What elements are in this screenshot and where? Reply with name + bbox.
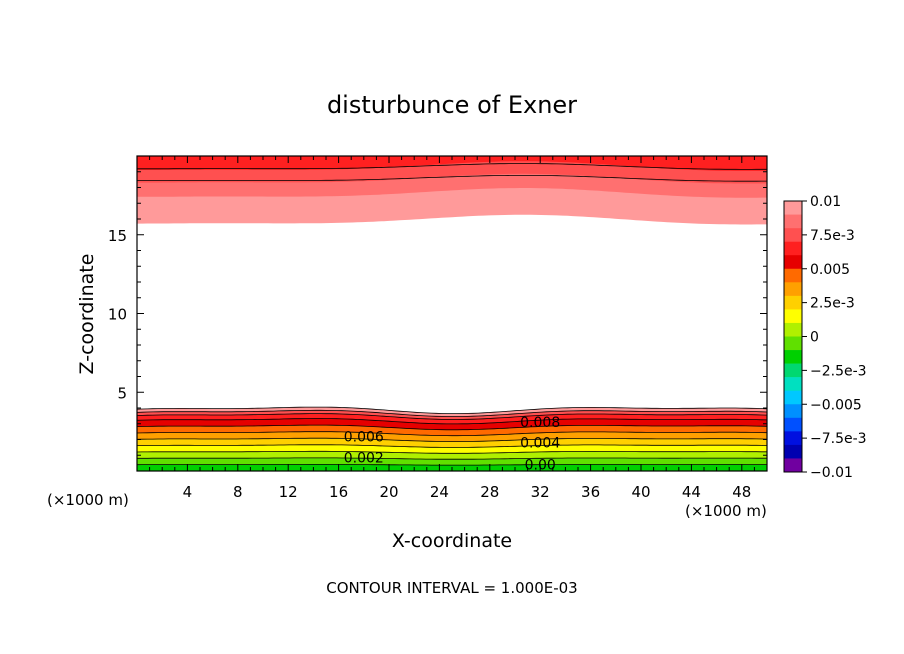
contour-label: 0.004 (520, 436, 560, 452)
contour-line (136, 437, 768, 442)
x-tick-label: 36 (581, 483, 600, 501)
colorbar: 0.01 7.5e-3 0.005 2.5e-3 0 −2.5e-3 −0.005 −7.5e… (783, 194, 867, 481)
colorbar-swatch (784, 363, 802, 378)
x-tick-label: 44 (682, 483, 701, 501)
contour-label: 0.006 (344, 429, 384, 445)
contour-label: 0.008 (520, 415, 560, 431)
x-tick-label: 12 (279, 483, 298, 501)
colorbar-label: −0.01 (810, 465, 853, 481)
contour-line (136, 450, 767, 454)
x-tick-label: 40 (631, 483, 650, 501)
colorbar-label: 7.5e-3 (810, 228, 855, 244)
x-tick-label: 24 (430, 483, 449, 501)
colorbar-label: −2.5e-3 (810, 363, 867, 379)
colorbar-swatch (784, 444, 802, 459)
colorbar-swatch (784, 417, 802, 432)
x-tick-label: 8 (233, 483, 243, 501)
x-tick-label: 32 (531, 483, 550, 501)
colorbar-swatch (784, 458, 802, 473)
y-tick-label: 5 (117, 384, 127, 402)
contour-band-upper (137, 156, 767, 171)
contour-line (136, 409, 768, 417)
x-tick-label: 48 (732, 483, 751, 501)
colorbar-label: −0.005 (810, 397, 862, 413)
x-axis-label: X-coordinate (392, 530, 512, 552)
y-axis-label: Z-coordinate (76, 254, 98, 375)
colorbar-label: 0.01 (810, 194, 841, 210)
colorbar-swatch (784, 350, 802, 364)
contour-line (137, 444, 768, 448)
colorbar-swatch (784, 201, 802, 215)
contour-line (136, 424, 768, 431)
colorbar-label: −7.5e-3 (810, 431, 867, 447)
contour-line (137, 163, 767, 170)
colorbar-label: 0 (810, 330, 819, 346)
colorbar-swatch (784, 241, 802, 256)
contour-label: 0.002 (344, 451, 384, 467)
x-unit-left: (×1000 m) (47, 491, 129, 509)
contour-line (136, 464, 767, 466)
x-axis: 4 8 12 16 20 24 28 32 36 40 44 48 (149, 156, 755, 501)
contour-line (136, 418, 768, 425)
z-unit-right: (×1000 m) (685, 502, 767, 520)
x-tick-label: 16 (329, 483, 348, 501)
x-tick-label: 28 (480, 483, 499, 501)
colorbar-swatch (784, 214, 802, 229)
colorbar-swatch (784, 404, 802, 419)
colorbar-label: 2.5e-3 (810, 296, 855, 312)
contour-line (137, 175, 767, 182)
colorbar-swatch (784, 390, 802, 405)
colorbar-label: 0.005 (810, 262, 850, 278)
colorbar-swatch (784, 322, 802, 337)
contour-line (137, 457, 767, 460)
colorbar-swatch (784, 282, 802, 297)
colorbar-swatch (784, 255, 802, 270)
y-tick-label: 10 (108, 306, 127, 324)
contour-line (136, 431, 768, 437)
contour-line (136, 406, 768, 414)
colorbar-swatch (784, 377, 802, 391)
colorbar-swatch (784, 431, 802, 446)
chart-title: disturbunce of Exner (327, 91, 577, 119)
x-tick-label: 4 (183, 483, 193, 501)
colorbar-swatch (784, 336, 802, 351)
colorbar-swatch (784, 309, 802, 324)
y-axis: 5 10 15 (108, 171, 767, 456)
colorbar-swatch (784, 295, 802, 310)
contour-interval-note: CONTOUR INTERVAL = 1.000E-03 (326, 579, 577, 597)
colorbar-swatch (784, 268, 802, 283)
y-tick-label: 15 (108, 227, 127, 245)
contour-line (136, 413, 768, 420)
x-tick-label: 20 (379, 483, 398, 501)
colorbar-swatch (784, 228, 802, 242)
